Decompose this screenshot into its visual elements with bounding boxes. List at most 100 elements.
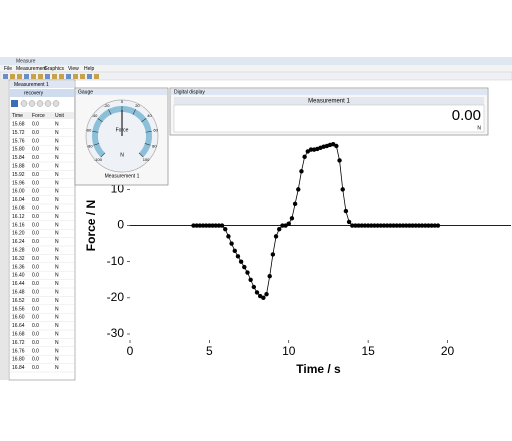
data-point [245,270,250,275]
data-point [356,223,361,228]
data-point [353,223,358,228]
nav-label[interactable]: recovery [24,90,44,96]
gauge-tick-label: 0 [121,99,124,104]
gauge-tick [108,109,112,115]
tab[interactable] [10,81,74,88]
table-cell: 0.0 [32,264,39,270]
table-cell: 16.60 [12,315,25,321]
data-point [413,223,418,228]
menu-item[interactable]: File [4,66,12,72]
table-cell: N [55,206,59,212]
data-point [343,208,349,214]
panel-title: Gauge [78,89,93,95]
tool-icon[interactable] [45,74,50,79]
table-cell: 0.0 [32,273,39,279]
button[interactable] [11,100,18,107]
tab-label[interactable]: Measurement 1 [14,82,49,88]
table-cell: N [55,273,59,279]
data-point [232,248,237,254]
data-point [375,223,380,228]
table-cell: 16.84 [12,365,25,371]
gauge-tick [141,118,147,123]
display-unit: N [477,125,481,131]
table-cell: N [55,138,59,144]
table-cell: 15.88 [12,164,25,170]
table-cell: N [55,290,59,296]
tool-icon[interactable] [38,74,43,79]
data-point [340,187,345,192]
tool-icon[interactable] [24,74,29,79]
data-point [308,147,314,152]
data-point [292,201,298,207]
display-reading: 0.00 [452,107,481,124]
tool-icon[interactable] [73,74,78,79]
gauge-tick [138,152,144,158]
table-cell: N [55,164,59,170]
menu-item[interactable]: View [68,66,79,72]
menu-item[interactable]: Measurement [16,66,47,72]
button[interactable] [36,100,44,107]
table-cell: N [55,306,59,312]
tool-icon[interactable] [10,74,15,79]
table-cell: N [55,122,59,128]
table-cell: 0.0 [32,248,39,254]
table-cell: 0.0 [32,298,39,304]
data-point [346,219,352,225]
table-cell: 16.76 [12,348,25,354]
table-cell: 16.72 [12,340,25,346]
tool-icon[interactable] [3,74,8,79]
tool-icon[interactable] [80,74,85,79]
table-cell: 0.0 [32,155,39,161]
table-cell: 0.0 [32,214,39,220]
button[interactable] [44,100,52,107]
tool-icon[interactable] [94,74,99,79]
tool-icon[interactable] [59,74,64,79]
table-cell: 15.96 [12,180,25,186]
data-point [372,223,377,228]
tool-icon[interactable] [31,74,36,79]
table-cell: N [55,222,59,228]
data-point [378,223,384,228]
tool-icon[interactable] [17,74,22,79]
table-cell: 16.44 [12,281,25,287]
table-cell: 16.00 [12,189,25,195]
table-cell: 0.0 [32,357,39,363]
table-cell: 0.0 [32,231,39,237]
table-header-cell: Time [12,113,23,119]
button[interactable] [20,100,28,107]
data-point [397,223,403,228]
table-cell: 15.80 [12,147,25,153]
tool-icon[interactable] [52,74,57,79]
y-tick-label: -20 [107,290,125,304]
tool-icon[interactable] [87,74,92,79]
table-cell: N [55,332,59,338]
table-cell: N [55,239,59,245]
data-point [251,284,257,290]
menu-item[interactable]: Help [84,66,95,72]
button[interactable] [52,100,60,107]
side-strip [0,80,8,380]
data-point [223,226,228,232]
data-point [286,221,291,226]
table-cell: 0.0 [32,147,39,153]
gauge-tick-label: 100 [143,157,150,162]
gauge-tick [144,143,151,146]
data-point [191,223,196,228]
data-point [254,290,260,295]
tool-icon[interactable] [66,74,71,79]
table-cell: N [55,365,59,371]
menu-item[interactable]: Graphics [44,66,65,72]
table-cell: 16.16 [12,222,25,228]
button[interactable] [28,100,36,107]
data-point [435,223,441,228]
data-point [194,223,199,228]
table-header-cell: Unit [55,113,65,119]
data-point [238,259,244,264]
data-point [365,223,371,228]
table-cell: 0.0 [32,281,39,287]
table-cell: 0.0 [32,290,39,296]
x-tick-label: 20 [441,344,455,358]
window-title: Measure [16,58,36,64]
table-cell: N [55,231,59,237]
data-point [423,223,428,228]
